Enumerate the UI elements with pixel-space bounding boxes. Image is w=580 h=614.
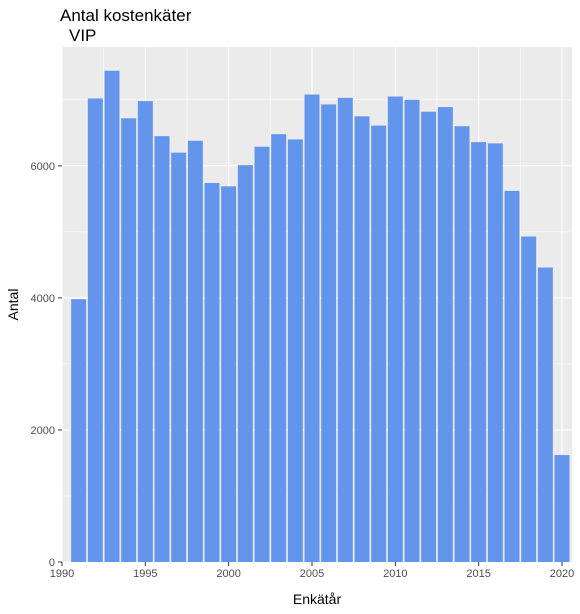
x-tick-label: 2000 <box>216 568 240 580</box>
bar <box>221 186 237 563</box>
bar <box>237 165 253 562</box>
x-tick-label: 2005 <box>300 568 324 580</box>
x-axis-title: Enkätår <box>293 591 342 607</box>
x-tick-label: 2015 <box>466 568 490 580</box>
bar <box>421 111 437 562</box>
bar <box>287 139 303 562</box>
bar <box>71 299 87 562</box>
bar <box>471 142 487 563</box>
x-tick-label: 1990 <box>50 568 74 580</box>
bar <box>504 190 520 562</box>
bar <box>404 99 420 563</box>
bar <box>487 143 503 562</box>
x-tick-label: 2010 <box>383 568 407 580</box>
bar <box>454 126 470 562</box>
bar <box>171 152 187 562</box>
y-tick-label: 0 <box>49 557 55 569</box>
bar <box>321 104 337 562</box>
bar <box>537 267 553 562</box>
bar <box>437 107 453 562</box>
bar <box>337 97 353 562</box>
bar <box>254 146 270 562</box>
bar <box>354 116 370 563</box>
y-tick-label: 2000 <box>31 425 55 437</box>
bar <box>121 118 137 563</box>
x-tick-label: 2020 <box>550 568 574 580</box>
bar <box>137 101 153 563</box>
chart-subtitle: VIP <box>69 26 97 45</box>
bar <box>387 96 403 563</box>
axes: 1990 1995 2000 2005 2010 2015 2020 0 2000 4000 600… <box>31 161 575 580</box>
bar <box>271 134 287 562</box>
y-tick-label: 6000 <box>31 161 55 173</box>
bar <box>187 140 203 562</box>
chart-title: Antal kostenkäter <box>60 6 192 25</box>
y-tick-label: 4000 <box>31 293 55 305</box>
bar <box>87 98 103 562</box>
bar <box>204 183 220 562</box>
bar <box>554 455 570 562</box>
bars <box>71 70 570 563</box>
bar <box>104 70 120 563</box>
x-tick-label: 1995 <box>133 568 157 580</box>
bar <box>521 236 537 562</box>
y-axis-title: Antal <box>5 289 21 321</box>
bar <box>304 94 320 563</box>
bar <box>154 136 170 562</box>
bar <box>371 125 387 563</box>
